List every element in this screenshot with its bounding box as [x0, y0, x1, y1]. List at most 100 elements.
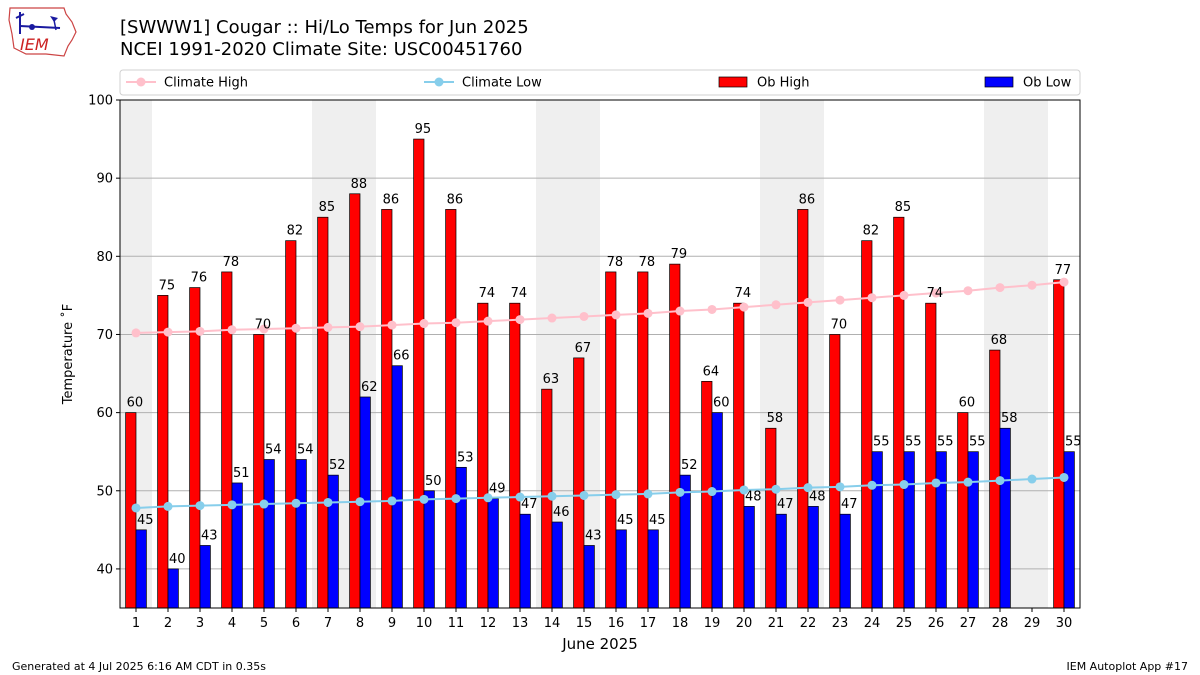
climate-low-point [515, 492, 525, 502]
x-tick-label: 29 [1024, 616, 1041, 631]
ob-high-label: 82 [287, 224, 304, 239]
climate-low-point [739, 485, 749, 495]
climate-high-point [739, 302, 749, 312]
ob-low-label: 55 [873, 435, 890, 450]
ob-low-label: 47 [777, 497, 794, 512]
x-tick-label: 19 [704, 616, 721, 631]
ob-high-label: 64 [703, 364, 720, 379]
legend: Climate High Climate Low Ob High Ob Low [119, 69, 1081, 96]
ob-low-bar [647, 529, 659, 609]
ob-high-bar [797, 209, 809, 609]
ob-high-bar [413, 138, 425, 609]
climate-high-point [163, 327, 173, 337]
ob-low-label: 47 [841, 497, 858, 512]
climate-low-point [867, 480, 877, 490]
ob-low-bar [263, 459, 275, 609]
legend-marker [434, 77, 444, 87]
ob-low-label: 55 [1065, 435, 1082, 450]
ob-high-label: 88 [351, 177, 368, 192]
ob-low-bar [743, 506, 755, 609]
ob-high-label: 60 [127, 396, 144, 411]
ob-low-bar [583, 545, 595, 609]
climate-high-point [387, 320, 397, 330]
iem-logo: IEM [6, 4, 82, 64]
app-id: IEM Autoplot App #17 [1066, 660, 1189, 673]
x-tick-label: 17 [640, 616, 657, 631]
x-tick-label: 11 [448, 616, 465, 631]
ob-high-bar [733, 302, 745, 609]
ob-high-label: 68 [991, 333, 1008, 348]
ob-low-label: 47 [521, 497, 538, 512]
climate-low-point [259, 499, 269, 509]
climate-low-point [163, 501, 173, 511]
climate-high-point [899, 290, 909, 300]
ob-low-bar [775, 513, 787, 609]
ob-low-label: 55 [905, 435, 922, 450]
x-tick-label: 8 [356, 616, 364, 631]
y-tick-label: 40 [96, 562, 113, 577]
ob-high-bar [573, 357, 585, 609]
x-tick-label: 30 [1056, 616, 1073, 631]
climate-low-point [1059, 472, 1069, 482]
ob-low-label: 48 [745, 489, 762, 504]
ob-low-label: 66 [393, 349, 410, 364]
ob-low-label: 54 [297, 443, 314, 458]
x-tick-label: 12 [480, 616, 497, 631]
ob-high-bar [893, 216, 905, 609]
ob-low-label: 45 [617, 513, 634, 528]
climate-lines [131, 277, 1069, 513]
x-axis-label: June 2025 [561, 635, 638, 653]
ob-high-label: 74 [479, 286, 496, 301]
ob-high-bar [925, 302, 937, 609]
climate-high-point [643, 308, 653, 318]
climate-high-line [135, 281, 1065, 334]
ob-low-label: 58 [1001, 411, 1018, 426]
ob-low-bar [935, 451, 947, 609]
legend-bar-swatch [984, 76, 1014, 88]
bar-labels: 60 75 76 78 70 82 85 88 86 95 86 74 74 63 67 78 78 79 64 74… [127, 122, 1082, 567]
ob-low-bar [839, 513, 851, 609]
ob-low-bar [871, 451, 883, 609]
y-axis-label: Temperature ˚F [60, 304, 76, 405]
climate-low-point [995, 476, 1005, 486]
x-tick-label: 1 [132, 616, 140, 631]
climate-high-point [131, 328, 141, 338]
x-tick-label: 13 [512, 616, 529, 631]
climate-high-point [835, 295, 845, 305]
legend-climate-low: Climate Low [424, 76, 542, 91]
climate-low-point [579, 490, 589, 500]
ob-low-label: 51 [233, 466, 250, 481]
ob-high-label: 74 [511, 286, 528, 301]
x-tick-label: 28 [992, 616, 1009, 631]
ob-high-bar [157, 295, 169, 609]
ob-high-label: 76 [191, 271, 208, 286]
ob-low-bar [199, 545, 211, 609]
ob-low-label: 40 [169, 552, 186, 567]
x-axis: 1 2 3 4 5 6 7 8 9 10 11 12 13 14 15 16 17 18 19 20 21 22 23 24 2… [132, 608, 1072, 631]
ob-low-label: 49 [489, 482, 506, 497]
climate-high-point [515, 315, 525, 325]
legend-label: Ob High [757, 76, 810, 91]
ob-low-bar [327, 474, 339, 609]
ob-low-label: 53 [457, 450, 474, 465]
climate-high-point [931, 288, 941, 298]
ob-low-label: 48 [809, 489, 826, 504]
ob-low-bar [135, 529, 147, 609]
ob-high-label: 79 [671, 247, 688, 262]
ob-high-label: 86 [799, 192, 816, 207]
ob-high-bar [669, 263, 681, 609]
x-tick-label: 14 [544, 616, 561, 631]
x-tick-label: 23 [832, 616, 849, 631]
legend-ob-low: Ob Low [984, 76, 1072, 91]
ob-high-bar [285, 240, 297, 609]
climate-low-point [771, 484, 781, 494]
ob-high-label: 86 [447, 192, 464, 207]
climate-high-point [1059, 277, 1069, 287]
ob-high-label: 95 [415, 122, 432, 137]
ob-low-label: 52 [681, 458, 698, 473]
generated-timestamp: Generated at 4 Jul 2025 6:16 AM CDT in 0… [12, 660, 266, 673]
climate-low-point [195, 501, 205, 511]
chart-subtitle: NCEI 1991-2020 Climate Site: USC00451760 [120, 39, 523, 60]
ob-low-bar [423, 490, 435, 609]
bars [125, 138, 1075, 609]
